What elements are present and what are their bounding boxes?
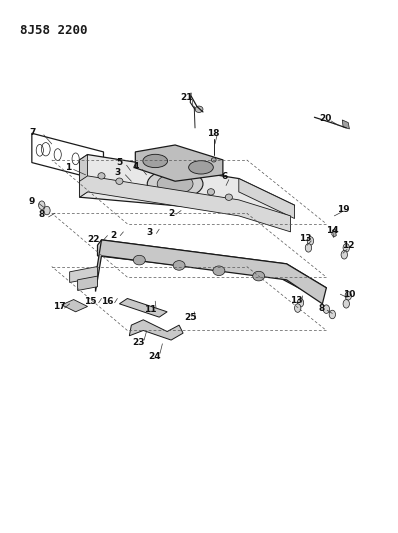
Ellipse shape [98,173,105,179]
Circle shape [345,292,351,300]
Circle shape [329,310,336,319]
Circle shape [305,244,312,252]
Text: 24: 24 [148,352,161,360]
Circle shape [39,201,45,209]
Text: 7: 7 [29,128,36,136]
Text: 3: 3 [146,228,152,237]
Ellipse shape [213,266,225,276]
Ellipse shape [143,155,168,168]
Text: 4: 4 [133,163,139,171]
Ellipse shape [147,169,203,199]
Text: 8: 8 [318,304,325,312]
Text: 3: 3 [114,168,121,176]
Text: 2: 2 [110,231,117,240]
Ellipse shape [189,160,213,174]
Text: 19: 19 [337,205,349,214]
Ellipse shape [207,189,215,195]
Text: 11: 11 [144,305,157,313]
Polygon shape [129,320,183,340]
Circle shape [341,251,347,259]
Text: 2: 2 [168,209,174,217]
Polygon shape [80,155,88,197]
Polygon shape [135,145,223,181]
Text: 10: 10 [343,290,356,298]
Circle shape [343,244,349,252]
Text: 5: 5 [116,158,123,167]
Text: 13: 13 [290,296,303,304]
Text: 1: 1 [64,164,71,172]
Polygon shape [78,276,98,290]
Polygon shape [80,155,295,216]
Text: 14: 14 [326,226,339,235]
Text: 9: 9 [29,197,35,206]
Circle shape [323,305,330,313]
Text: 12: 12 [342,241,355,249]
Text: 17: 17 [53,302,65,311]
Circle shape [307,237,314,245]
Polygon shape [119,298,167,317]
Text: 25: 25 [184,313,197,321]
Ellipse shape [157,174,193,194]
Text: 23: 23 [132,338,144,346]
Polygon shape [80,176,291,232]
Ellipse shape [225,194,232,200]
Ellipse shape [133,255,145,265]
Ellipse shape [211,158,216,162]
Ellipse shape [253,271,265,281]
Circle shape [297,298,304,307]
Polygon shape [239,179,295,219]
Text: 13: 13 [299,235,312,243]
Text: 16: 16 [101,297,114,305]
Ellipse shape [195,106,203,112]
Polygon shape [332,229,336,237]
Text: 22: 22 [87,236,100,244]
Text: 8J58 2200: 8J58 2200 [20,24,88,37]
Polygon shape [96,240,326,304]
Ellipse shape [116,178,123,184]
Text: 20: 20 [319,114,332,123]
Polygon shape [342,120,349,129]
Text: 18: 18 [207,129,219,138]
Circle shape [343,300,349,308]
Ellipse shape [173,261,185,270]
Text: 21: 21 [180,93,193,101]
Text: 6: 6 [222,173,228,181]
Circle shape [295,304,301,312]
Circle shape [44,206,50,215]
Text: 15: 15 [84,297,97,305]
Polygon shape [70,266,98,282]
Polygon shape [62,300,88,312]
Polygon shape [98,240,326,298]
Text: 8: 8 [39,211,45,219]
